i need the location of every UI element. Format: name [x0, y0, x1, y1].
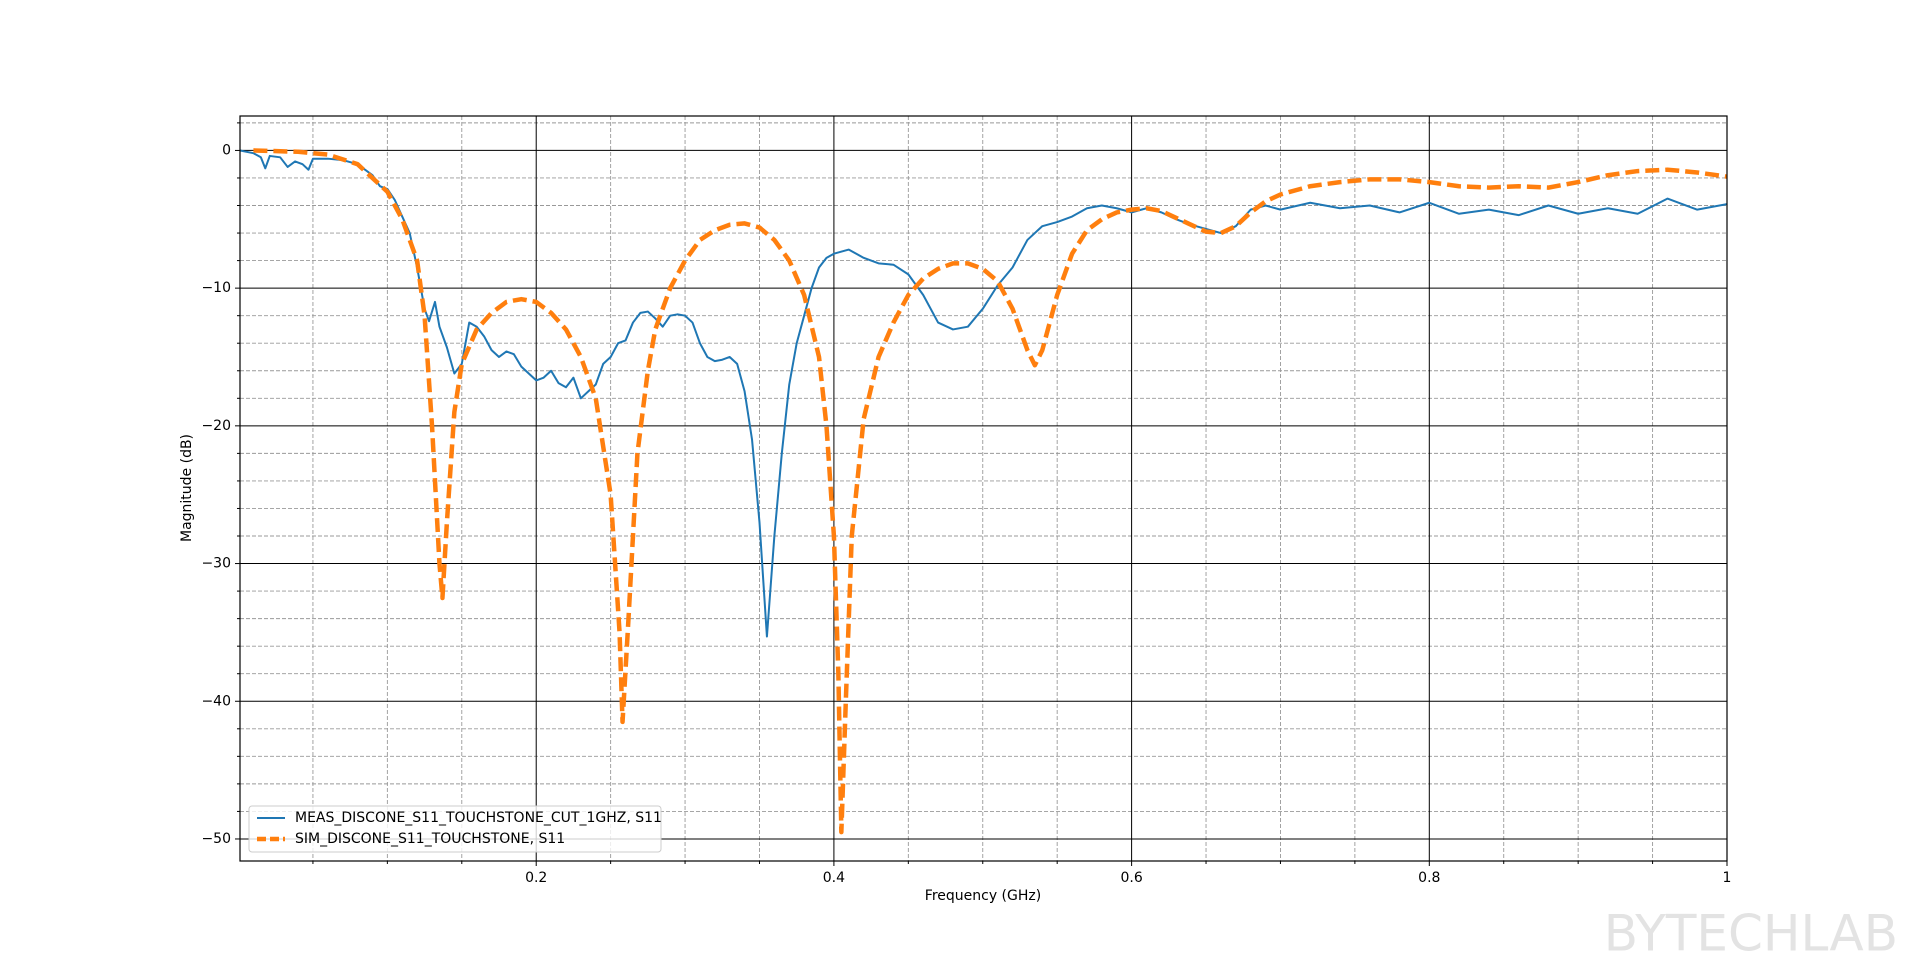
y-tick-label: −50: [201, 831, 231, 847]
legend-box: [248, 805, 662, 853]
y-tick-label: −40: [201, 693, 231, 709]
y-tick-label: −10: [201, 280, 231, 296]
y-axis-label: Magnitude (dB): [179, 434, 195, 542]
watermark: BYTECHLAB: [1604, 905, 1898, 963]
x-tick-label: 1: [1723, 870, 1732, 886]
x-tick-label: 0.4: [823, 870, 845, 886]
legend-label: MEAS_DISCONE_S11_TOUCHSTONE_CUT_1GHZ, S1…: [295, 810, 662, 826]
plot-frame: [239, 115, 1728, 862]
x-tick-label: 0.2: [525, 870, 547, 886]
y-tick-label: −30: [201, 556, 231, 572]
series-line: [253, 148, 1727, 835]
y-tick-label: 0: [222, 142, 231, 158]
x-tick-label: 0.8: [1418, 870, 1440, 886]
legend-label: SIM_DISCONE_S11_TOUCHSTONE, S11: [295, 831, 565, 847]
y-tick-label: −20: [201, 418, 231, 434]
x-tick-label: 0.6: [1120, 870, 1142, 886]
x-axis-label: Frequency (GHz): [925, 888, 1041, 904]
